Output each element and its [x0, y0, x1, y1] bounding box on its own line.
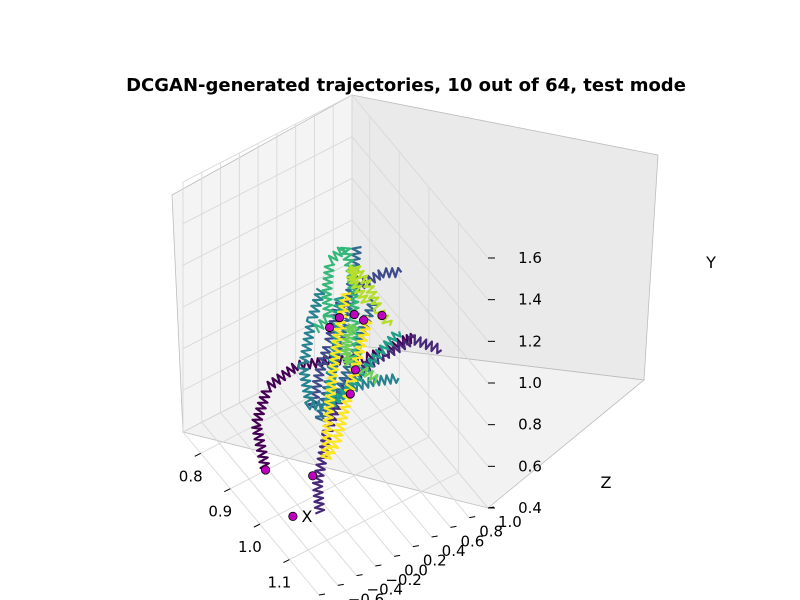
start-marker: [308, 471, 318, 481]
z-tick: [431, 535, 438, 538]
z-tick: [487, 506, 495, 509]
start-marker: [288, 511, 298, 521]
start-marker: [324, 322, 335, 333]
tick-label: −0.4: [367, 581, 403, 599]
z-tick: [337, 583, 344, 586]
x-grid-line: [259, 436, 430, 525]
tick-label: 0.9: [208, 503, 232, 521]
start-marker: [359, 315, 369, 325]
chart-title: DCGAN-generated trajectories, 10 out of …: [126, 75, 686, 96]
y-grid-line: [351, 94, 489, 259]
z-grid-line: [238, 402, 376, 567]
tick-label: 1.0: [518, 374, 542, 392]
z-grid-line: [201, 422, 339, 586]
start-marker: [350, 365, 361, 375]
tick-label: 1.0: [238, 538, 262, 556]
start-marker: [345, 389, 355, 399]
trajectory-line: [307, 266, 403, 410]
tick-label: 0.8: [518, 416, 542, 434]
y-grid-line: [182, 136, 353, 225]
x-tick: [194, 452, 201, 457]
x-tick: [224, 488, 231, 493]
z-grid-line: [182, 431, 320, 596]
z-tick: [356, 574, 363, 577]
tick-label: 0.6: [460, 532, 484, 550]
tick-label: −0.6: [348, 590, 384, 600]
y-grid-line: [351, 303, 489, 467]
start-marker: [334, 313, 345, 323]
back-pane: [351, 94, 659, 381]
y-grid-line: [351, 178, 489, 342]
tick-label: 0.8: [479, 523, 503, 541]
start-markers: [261, 309, 387, 521]
z-tick: [412, 545, 419, 548]
x-axis-label: X: [302, 507, 313, 526]
y-grid-line: [182, 94, 353, 183]
tick-label: −0.2: [385, 571, 421, 589]
tick-label: 0.2: [423, 552, 447, 570]
trajectory-line: [324, 296, 402, 408]
tick-label: 0.6: [518, 457, 542, 475]
tick-label: 0.4: [442, 542, 466, 560]
y-grid-line: [182, 219, 353, 308]
tick-label: 0.0: [404, 561, 428, 579]
tick-label: 1.0: [498, 513, 522, 531]
z-tick: [318, 593, 326, 596]
z-grid-line: [276, 383, 414, 547]
start-marker: [261, 465, 271, 475]
y-grid-line: [182, 261, 353, 350]
z-tick: [375, 564, 382, 567]
trajectory-line: [340, 323, 379, 385]
tick-label: 1.2: [518, 332, 542, 350]
z-grid-line: [220, 412, 357, 576]
x-grid-line: [289, 472, 459, 560]
z-tick: [450, 525, 457, 528]
tick-label: 1.6: [518, 249, 542, 267]
axes-panes: [171, 94, 659, 509]
tick-label: 0.4: [518, 499, 542, 517]
z-grid-line: [351, 344, 489, 509]
z-tick: [394, 554, 401, 557]
y-axis-label: Y: [705, 253, 716, 272]
x-tick: [253, 523, 261, 528]
z-grid-line: [257, 393, 395, 557]
y-grid-line: [351, 219, 489, 384]
tick-label: 0.8: [179, 467, 203, 485]
x-tick: [283, 559, 290, 564]
start-marker: [377, 310, 387, 321]
trajectory-line: [313, 246, 363, 361]
z-tick: [469, 516, 476, 519]
tick-labels: 0.80.91.01.10.40.60.81.01.21.41.6−0.8−0.…: [179, 249, 542, 600]
start-marker: [349, 309, 359, 320]
tick-label: 1.1: [268, 574, 292, 592]
x-grid-line: [230, 401, 400, 490]
y-grid-line: [182, 177, 353, 266]
y-grid-line: [351, 136, 489, 300]
trajectory-line: [346, 264, 393, 327]
z-axis-label: Z: [601, 473, 612, 492]
tick-label: 1.4: [518, 291, 542, 309]
